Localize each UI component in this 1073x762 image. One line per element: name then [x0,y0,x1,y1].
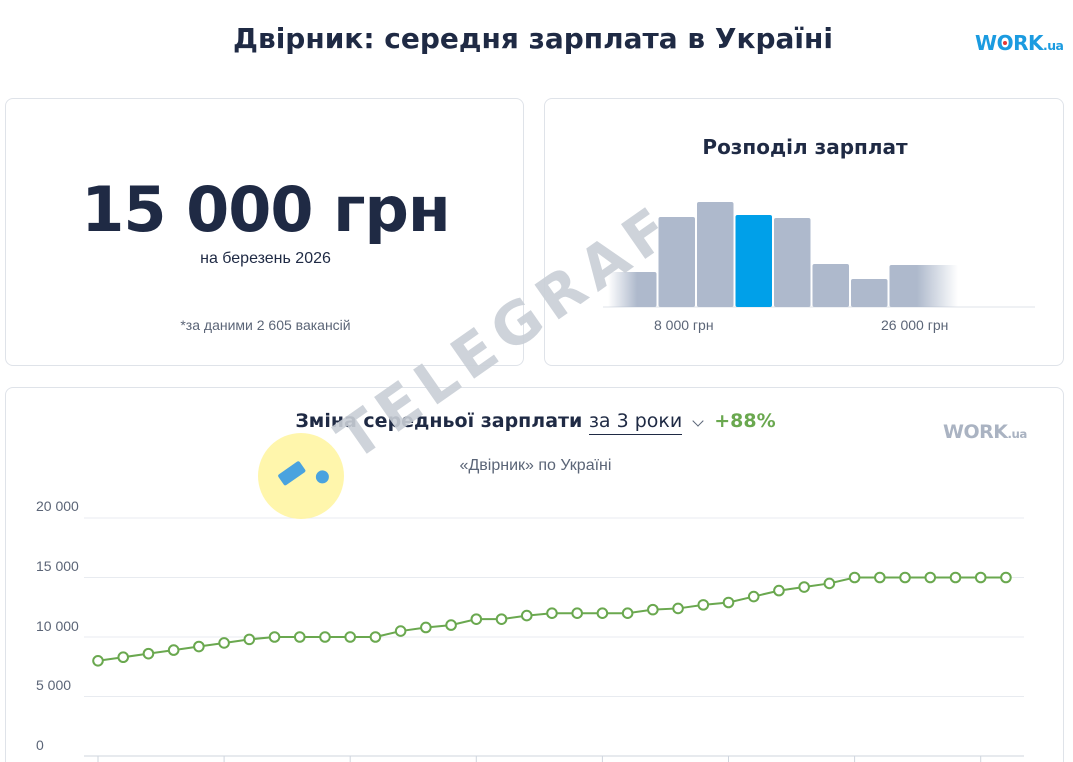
distribution-title: Розподіл зарплат [702,135,908,159]
data-point[interactable] [445,619,457,631]
salary-trend-chart [84,517,1024,762]
data-point[interactable] [268,631,281,643]
data-point[interactable] [621,607,634,619]
data-point[interactable] [798,581,810,593]
data-point[interactable] [899,571,911,584]
page-title: Двірник: середня зарплата в Україні [233,22,833,55]
data-point[interactable] [722,596,735,609]
period-select[interactable]: за 3 роки [588,410,683,435]
data-point[interactable] [848,571,861,584]
trend-title: Зміна середньої зарплати [295,410,583,432]
data-point[interactable] [495,613,508,625]
data-point[interactable] [218,637,230,649]
logo-suffix: .ua [1007,427,1027,441]
work-ua-chart-logo: WORK.ua [943,421,1027,443]
data-point[interactable] [167,644,180,656]
data-point[interactable] [420,621,432,634]
data-point[interactable] [394,625,407,637]
data-point[interactable] [571,607,583,619]
data-point[interactable] [243,633,256,646]
salary-trend-card: Зміна середньої зарплати за 3 роки +88% «… [5,387,1064,762]
data-point[interactable] [319,631,331,643]
data-point[interactable] [92,655,104,667]
data-point[interactable] [924,571,937,584]
distribution-bar [812,264,849,307]
data-point[interactable] [293,631,306,643]
distribution-bar-current [735,215,772,307]
distribution-bar [889,265,958,307]
data-point[interactable] [369,631,382,643]
data-point[interactable] [949,571,962,584]
average-salary-card: 15 000 грн на березень 2026 *за даними 2… [5,98,524,366]
trend-header: Зміна середньої зарплати за 3 роки +88% [6,410,1065,435]
y-tick-label: 5 000 [36,677,72,693]
data-point[interactable] [747,590,760,603]
logo-text: WORK [943,421,1008,443]
distribution-chart [603,202,1035,308]
data-point[interactable] [344,631,357,643]
vacancies-note: *за даними 2 605 вакансій [180,317,351,333]
y-tick-label: 10 000 [36,618,79,634]
data-point[interactable] [773,584,785,597]
y-tick-label: 20 000 [36,498,79,514]
salary-distribution-card: Розподіл зарплат 8 000 грн 26 000 грн [544,98,1064,366]
data-point[interactable] [193,640,205,653]
distribution-bar [608,272,657,307]
data-point[interactable] [546,607,558,619]
distribution-bar [851,279,888,307]
salary-trend-line [97,576,1006,662]
y-tick-label: 15 000 [36,558,79,574]
distribution-tick-high: 26 000 грн [881,317,949,333]
logo-suffix: .ua [1042,38,1064,53]
distribution-bar [774,218,811,307]
average-salary-value: 15 000 грн [81,173,450,246]
growth-percent: +88% [714,410,776,432]
salary-period: на березень 2026 [200,250,331,267]
y-tick-label: 0 [36,737,44,753]
distribution-bar [697,202,734,307]
data-point[interactable] [142,647,155,660]
distribution-tick-low: 8 000 грн [654,317,714,333]
trend-subtitle: «Двірник» по Україні [459,457,612,474]
data-point[interactable] [823,577,836,590]
data-point[interactable] [672,602,684,615]
data-point[interactable] [874,571,886,584]
data-point[interactable] [596,607,609,619]
logo-text: WORK [975,31,1043,55]
work-ua-logo[interactable]: WORK.ua [975,31,1064,55]
data-point[interactable] [1000,571,1012,584]
data-point[interactable] [117,651,130,664]
data-point[interactable] [647,603,659,616]
data-point[interactable] [697,599,710,611]
data-point[interactable] [974,571,987,584]
distribution-bar [658,217,695,307]
data-point[interactable] [470,613,483,625]
data-point[interactable] [520,609,533,622]
